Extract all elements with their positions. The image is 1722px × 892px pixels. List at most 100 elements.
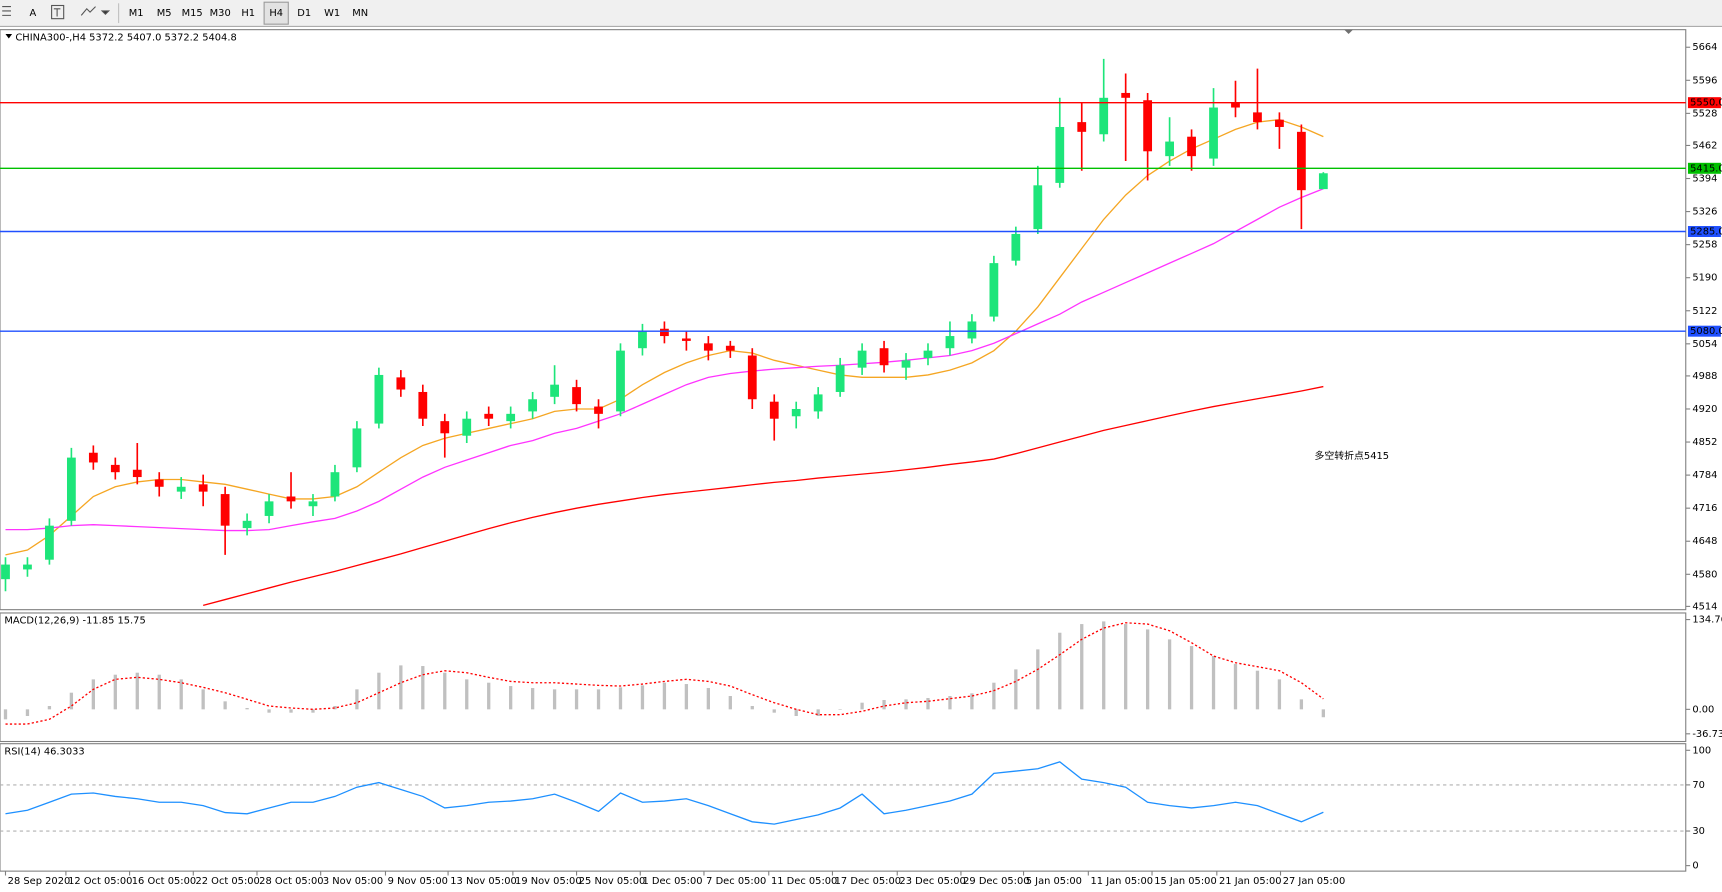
timeframe-selected bbox=[263, 1, 289, 25]
x-tick-label: 13 Nov 05:00 bbox=[450, 876, 517, 887]
macd-bar bbox=[1255, 670, 1260, 710]
macd-bar bbox=[838, 709, 842, 710]
plot-area bbox=[1, 58, 1328, 607]
level-tag-label: 5415.0 bbox=[1690, 163, 1722, 174]
candle-body bbox=[154, 479, 164, 487]
plot-area bbox=[3, 621, 1325, 725]
y-tick-label: 4852 bbox=[1692, 437, 1717, 448]
candle-body bbox=[901, 360, 911, 368]
macd-bar bbox=[465, 679, 469, 710]
candle-body bbox=[264, 501, 274, 516]
level-tag-label: 5080.0 bbox=[1690, 326, 1722, 337]
macd-bar bbox=[530, 688, 535, 710]
macd-bar bbox=[201, 689, 205, 710]
candle-body bbox=[572, 387, 581, 405]
macd-bar bbox=[1124, 624, 1128, 710]
toolbar bbox=[0, 0, 1722, 27]
candle-body bbox=[1275, 119, 1284, 127]
candle-body bbox=[703, 343, 713, 351]
x-tick-label: 22 Oct 05:00 bbox=[195, 876, 259, 887]
candle-body bbox=[308, 501, 318, 507]
timeframe-button[interactable]: H1 bbox=[241, 8, 255, 19]
candle-body bbox=[594, 406, 603, 414]
macd-bar bbox=[1299, 699, 1304, 710]
macd-bar bbox=[574, 689, 579, 710]
timeframe-button[interactable]: M15 bbox=[182, 8, 203, 19]
macd-bar bbox=[860, 702, 864, 710]
y-tick-label: 5326 bbox=[1692, 207, 1717, 218]
candle-body bbox=[791, 408, 801, 417]
timeframe-button[interactable]: W1 bbox=[324, 8, 340, 19]
y-tick-label: 0 bbox=[1692, 861, 1698, 872]
candle-body bbox=[1143, 100, 1153, 152]
y-tick-label: 5664 bbox=[1692, 42, 1717, 53]
timeframe-button[interactable]: M5 bbox=[157, 8, 172, 19]
y-tick-label: 5462 bbox=[1692, 140, 1717, 151]
candle-body bbox=[528, 399, 538, 412]
candle-body bbox=[769, 401, 779, 419]
x-tick-label: 23 Dec 05:00 bbox=[899, 876, 965, 887]
macd-bar bbox=[3, 709, 8, 720]
y-tick-label: 30 bbox=[1692, 826, 1705, 837]
macd-bar bbox=[596, 689, 601, 710]
level-tag bbox=[1687, 162, 1721, 174]
macd-bar bbox=[794, 709, 798, 717]
candle-body bbox=[352, 428, 362, 468]
macd-bar bbox=[1058, 632, 1062, 710]
macd-bar bbox=[509, 686, 513, 710]
indicator-title: MACD(12,26,9) -11.85 15.75 bbox=[4, 616, 145, 627]
candle-body bbox=[550, 384, 559, 397]
icon-objects[interactable] bbox=[80, 6, 96, 16]
macd-bar bbox=[25, 709, 30, 717]
candle-body bbox=[1, 564, 10, 580]
macd-bar bbox=[640, 685, 645, 710]
timeframe-button[interactable]: MN bbox=[352, 8, 368, 19]
candle-body bbox=[1165, 141, 1174, 157]
x-tick-label: 27 Jan 05:00 bbox=[1283, 876, 1346, 887]
macd-bar bbox=[1102, 621, 1106, 710]
timeframe-button[interactable]: M30 bbox=[210, 8, 231, 19]
level-tag bbox=[1687, 325, 1721, 337]
macd-bar bbox=[882, 700, 886, 710]
candle-body bbox=[484, 413, 494, 419]
candle-body bbox=[506, 413, 516, 422]
timeframe-button[interactable]: H4 bbox=[269, 8, 283, 19]
macd-bar bbox=[904, 699, 908, 710]
indicator-title: CHINA300-,H4 5372.2 5407.0 5372.2 5404.8 bbox=[15, 32, 236, 43]
y-tick-label: 4920 bbox=[1692, 404, 1717, 415]
candle-body bbox=[440, 421, 450, 434]
candle-body bbox=[418, 391, 428, 419]
icon-lines[interactable] bbox=[2, 6, 11, 16]
candle-body bbox=[132, 469, 142, 478]
macd-bar bbox=[157, 674, 161, 710]
macd-bar bbox=[1277, 679, 1282, 710]
tool-button[interactable]: A bbox=[30, 8, 37, 19]
candle-body bbox=[638, 331, 647, 349]
level-tag-label: 5550.0 bbox=[1690, 98, 1722, 109]
candle-body bbox=[198, 484, 208, 492]
candle-body bbox=[1121, 92, 1131, 98]
macd-bar bbox=[421, 666, 425, 710]
timeframe-button[interactable]: M1 bbox=[129, 8, 144, 19]
dropdown[interactable] bbox=[100, 10, 111, 16]
icon-text-t bbox=[53, 8, 61, 17]
toolbar-icons bbox=[2, 3, 120, 24]
macd-bar bbox=[179, 679, 183, 710]
macd-bar bbox=[728, 696, 732, 710]
x-tick-label: 3 Nov 05:00 bbox=[323, 876, 383, 887]
macd-signal bbox=[5, 622, 1324, 725]
candle-body bbox=[1209, 107, 1218, 159]
indicator-title: RSI(14) 46.3033 bbox=[4, 746, 84, 757]
x-tick-label: 21 Jan 05:00 bbox=[1219, 876, 1282, 887]
icon-text[interactable] bbox=[51, 4, 65, 20]
timeframe-button[interactable]: D1 bbox=[297, 8, 311, 19]
macd-bar bbox=[1211, 656, 1216, 710]
candle-body bbox=[396, 377, 406, 390]
macd-bar bbox=[1036, 649, 1040, 710]
macd-bar bbox=[355, 689, 359, 710]
candle-body bbox=[374, 374, 384, 424]
macd-bar bbox=[113, 674, 117, 710]
y-tick-label: 5258 bbox=[1692, 240, 1717, 251]
macd-bar bbox=[333, 706, 337, 710]
